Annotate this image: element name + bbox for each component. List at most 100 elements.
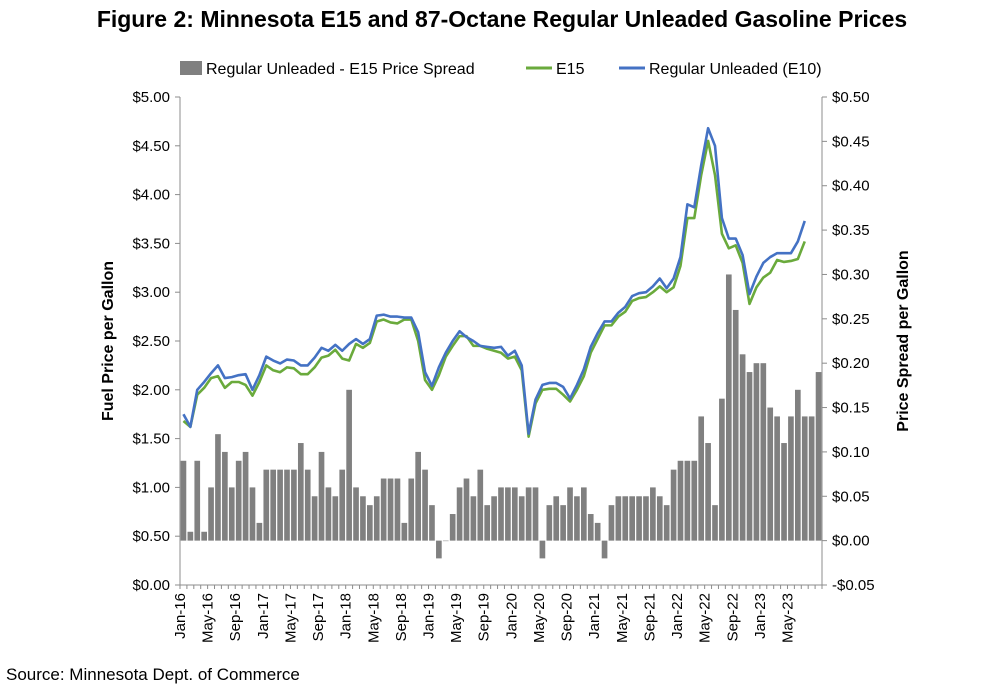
right-tick-label: $0.35 <box>832 222 870 239</box>
spread-bar <box>436 540 442 559</box>
x-tick-label: May-17 <box>282 593 299 643</box>
spread-bar <box>511 487 518 541</box>
spread-bar <box>449 514 456 541</box>
spread-bar <box>270 469 277 541</box>
spread-bar <box>373 496 380 541</box>
spread-bar <box>360 496 366 541</box>
x-tick-label: May-19 <box>448 593 465 643</box>
spread-bar <box>753 363 760 541</box>
spread-bar <box>353 487 359 541</box>
left-tick-label: $4.50 <box>132 138 170 155</box>
right-tick-label: $0.00 <box>832 533 870 550</box>
legend-swatch-spread <box>180 61 202 75</box>
x-tick-label: Jan-19 <box>421 593 438 639</box>
spread-bar <box>235 460 242 541</box>
spread-bar <box>339 469 346 541</box>
spread-bar <box>442 540 449 542</box>
x-tick-label: Sep-20 <box>559 593 576 641</box>
x-tick-label: Jan-20 <box>503 593 520 639</box>
spread-bar <box>677 460 684 541</box>
spread-bar <box>470 496 477 541</box>
x-tick-label: May-23 <box>779 593 796 643</box>
spread-bar <box>594 522 601 541</box>
spread-bar <box>698 416 705 541</box>
spread-bar <box>774 416 780 541</box>
spread-bar <box>808 416 815 541</box>
spread-bar <box>367 505 373 541</box>
right-tick-label: $0.15 <box>832 400 870 417</box>
left-tick-label: $1.00 <box>132 479 170 496</box>
e15-line <box>182 139 806 438</box>
x-tick-label: Jan-17 <box>255 593 272 639</box>
right-tick-label: $0.25 <box>832 311 870 328</box>
right-tick-label: $0.45 <box>832 133 870 150</box>
spread-bar <box>194 460 201 541</box>
legend-label-e10: Regular Unleaded (E10) <box>649 61 822 78</box>
spread-bar <box>242 451 249 541</box>
left-tick-label: $0.50 <box>132 528 170 545</box>
spread-bar <box>408 478 415 541</box>
source-note: Source: Minnesota Dept. of Commerce <box>6 665 300 684</box>
spread-bar <box>277 469 283 541</box>
x-tick-label: Sep-21 <box>641 593 658 641</box>
spread-bar <box>553 496 560 541</box>
spread-bar <box>304 469 311 541</box>
spread-bar <box>525 487 532 541</box>
spread-bar <box>297 443 304 541</box>
right-tick-label: -$0.05 <box>832 577 875 594</box>
spread-bar <box>394 478 401 541</box>
spread-bar <box>318 451 325 541</box>
spread-bar <box>760 363 767 541</box>
left-tick-label: $5.00 <box>132 89 170 106</box>
left-tick-label: $4.00 <box>132 187 170 204</box>
x-tick-label: Jan-16 <box>172 593 189 639</box>
left-tick-label: $3.00 <box>132 284 170 301</box>
spread-bar <box>256 522 263 541</box>
spread-bar <box>643 496 649 541</box>
spread-bar <box>719 398 725 541</box>
spread-bar <box>601 540 608 559</box>
spread-bar <box>587 514 594 541</box>
spread-bar <box>415 451 421 541</box>
spread-bar <box>781 443 787 541</box>
x-tick-label: May-18 <box>365 593 382 643</box>
right-axis-title: Price Spread per Gallon <box>895 250 912 431</box>
spread-bar <box>187 531 194 541</box>
spread-bar <box>546 505 553 541</box>
left-tick-label: $2.50 <box>132 333 170 350</box>
spread-bar <box>249 487 256 541</box>
spread-bar <box>498 487 504 541</box>
left-tick-label: $2.00 <box>132 382 170 399</box>
x-tick-label: Jan-18 <box>338 593 355 639</box>
left-tick-label: $1.50 <box>132 431 170 448</box>
spread-bar <box>767 407 774 541</box>
spread-bar <box>180 460 187 541</box>
x-tick-label: Sep-22 <box>724 593 741 641</box>
spread-bar <box>574 496 580 541</box>
x-tick-label: Sep-19 <box>476 593 493 641</box>
spread-bar <box>325 487 332 541</box>
spread-bar <box>725 274 732 541</box>
spread-bar <box>629 496 635 541</box>
spread-bar <box>581 487 587 541</box>
spread-bar <box>746 372 753 541</box>
spread-bar <box>380 478 387 541</box>
spread-bar <box>712 505 718 541</box>
spread-bar <box>795 389 801 541</box>
spread-bar <box>684 460 691 541</box>
spread-bar <box>284 469 290 541</box>
x-tick-label: Sep-16 <box>227 593 244 641</box>
right-tick-label: $0.20 <box>832 355 870 372</box>
legend-label-e15: E15 <box>556 61 585 78</box>
spread-bar <box>532 487 539 541</box>
left-tick-label: $0.00 <box>132 577 170 594</box>
x-tick-label: Jan-23 <box>752 593 769 639</box>
spread-bar <box>429 505 435 541</box>
right-tick-label: $0.40 <box>832 178 870 195</box>
spread-bar <box>636 496 642 541</box>
spread-bar <box>622 496 629 541</box>
spread-bar <box>346 389 352 541</box>
chart-title: Figure 2: Minnesota E15 and 87-Octane Re… <box>96 6 908 32</box>
spread-bar <box>228 487 235 541</box>
